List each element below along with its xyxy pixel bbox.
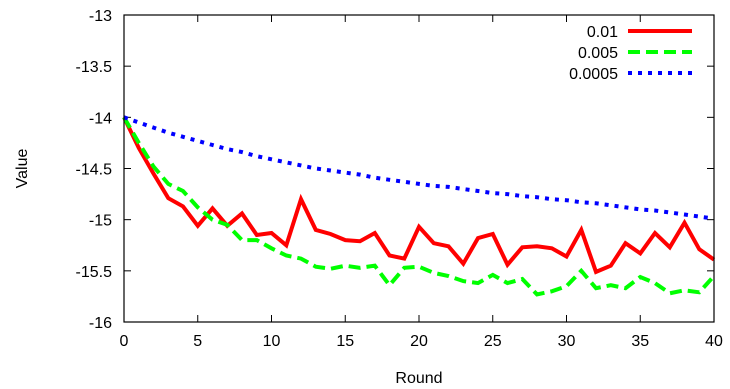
- x-tick-label: 20: [410, 333, 428, 350]
- y-tick-label: -14.5: [76, 162, 113, 179]
- series-line-0: [122, 116, 716, 275]
- y-tick-label: -15.5: [76, 264, 113, 281]
- x-tick-label: 35: [631, 333, 649, 350]
- x-tick-label: 25: [484, 333, 502, 350]
- x-tick-label: 30: [558, 333, 576, 350]
- x-tick-label: 40: [705, 333, 723, 350]
- legend-label-0: 0.01: [587, 24, 618, 41]
- y-tick-label: -13: [89, 8, 112, 25]
- tick-layer: 0 5 10 15 20 25 30 35 40 -13 -13.5 -14 -14.5 -15 -15.5…: [76, 8, 723, 350]
- legend-label-2: 0.0005: [569, 66, 618, 83]
- x-axis-label: Round: [395, 370, 442, 387]
- y-tick-label: -14: [89, 110, 112, 127]
- x-tick-label: 10: [263, 333, 281, 350]
- y-tick-label: -15: [89, 213, 112, 230]
- y-tick-label: -16: [89, 315, 112, 332]
- x-tick-label: 0: [120, 333, 129, 350]
- y-axis-label: Value: [14, 149, 31, 189]
- x-tick-label: 5: [193, 333, 202, 350]
- legend: 0.01 0.005 0.0005: [569, 24, 692, 83]
- legend-label-1: 0.005: [578, 45, 618, 62]
- series-layer: [122, 115, 716, 297]
- series-line-2: [123, 115, 715, 221]
- plot-area-frame: [123, 14, 715, 323]
- x-tick-label: 15: [336, 333, 354, 350]
- y-tick-label: -13.5: [76, 59, 113, 76]
- series-line-1: [122, 116, 716, 297]
